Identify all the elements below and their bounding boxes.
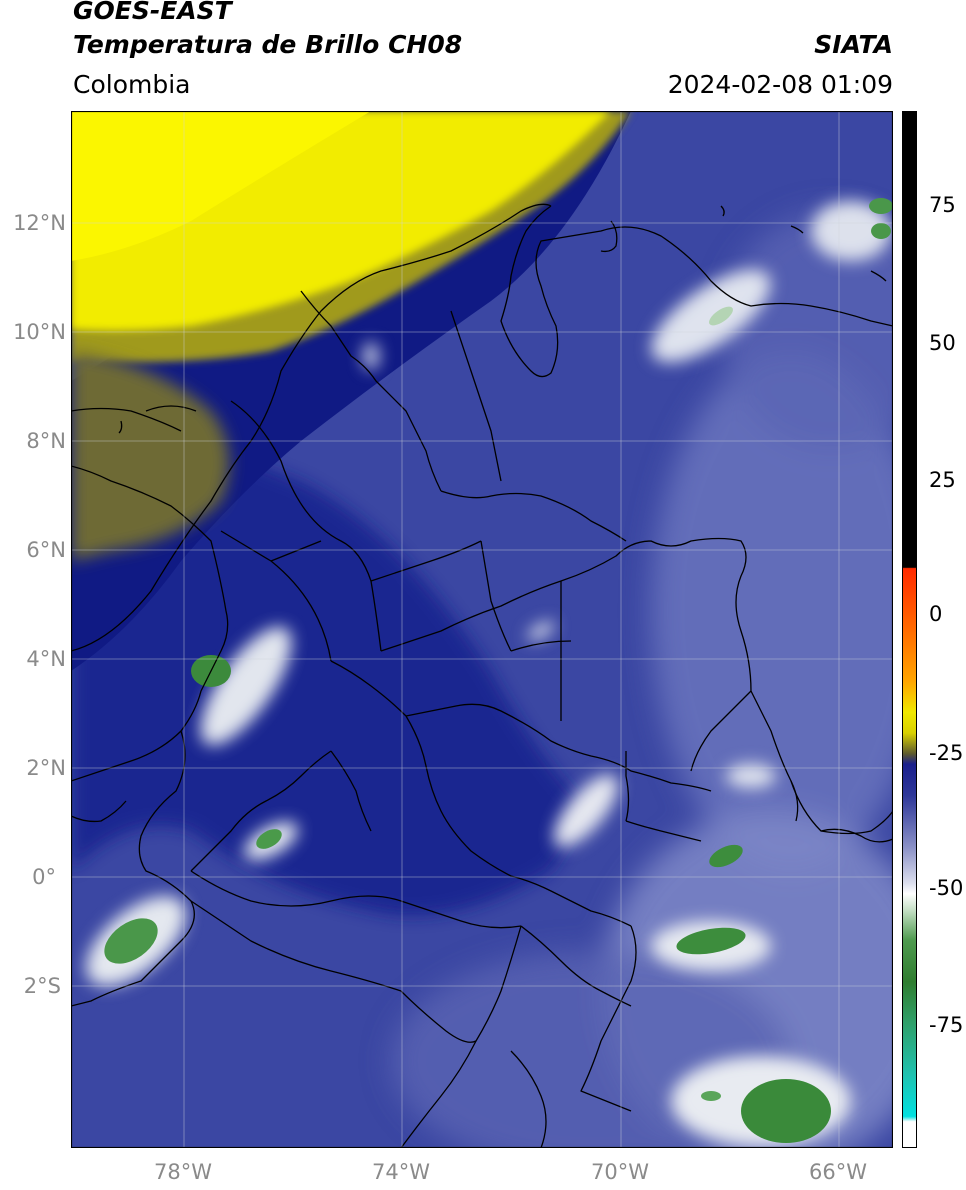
lat-label: 12°N (13, 211, 66, 235)
datetime-label: 2024-02-08 01:09 (667, 70, 893, 99)
colorbar-tick: -50 (929, 876, 964, 900)
lat-label: 2°S (23, 974, 61, 998)
lon-label: 78°W (154, 1160, 212, 1184)
product-title: Temperatura de Brillo CH08 (73, 30, 463, 59)
brightness-field (71, 111, 893, 1148)
graticule (71, 111, 893, 1148)
lat-label: 8°N (26, 429, 66, 453)
lat-label: 4°N (26, 647, 66, 671)
lat-label: 10°N (13, 320, 66, 344)
lon-label: 70°W (591, 1160, 649, 1184)
colorbar-tick: -25 (929, 741, 964, 765)
lon-label: 66°W (809, 1160, 867, 1184)
lat-label: 6°N (26, 538, 66, 562)
colorbar-tick: 25 (929, 468, 956, 492)
region-label: Colombia (73, 70, 191, 99)
coastlines-borders (71, 203, 893, 1148)
satellite-title: GOES-EAST (73, 0, 232, 25)
colorbar (902, 111, 921, 1148)
colorbar-tick: 75 (929, 193, 956, 217)
lat-label: 2°N (26, 756, 66, 780)
brand-label: SIATA (814, 30, 893, 59)
lat-label: 0° (32, 865, 56, 889)
colorbar-tick: 0 (929, 602, 943, 626)
lon-label: 74°W (372, 1160, 430, 1184)
colorbar-tick: -75 (929, 1013, 964, 1037)
satellite-map (71, 111, 893, 1148)
colorbar-tick: 50 (929, 331, 956, 355)
